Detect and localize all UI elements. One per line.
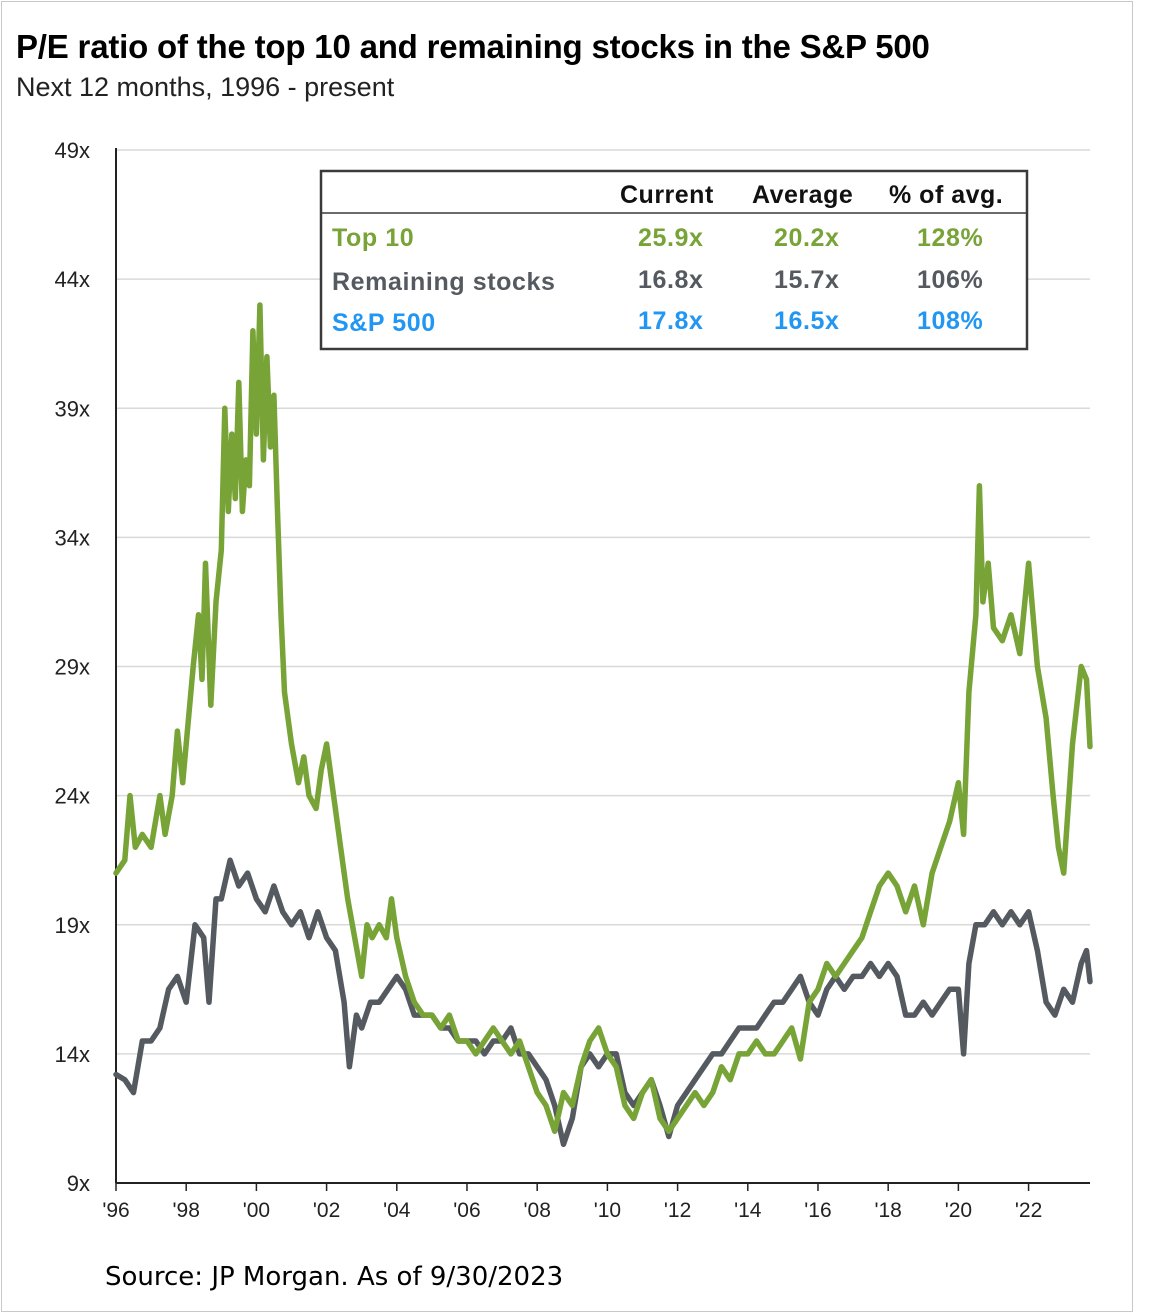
summary-table-border xyxy=(319,169,1029,351)
y-tick-label: 14x xyxy=(55,1042,90,1067)
series-line-top-10 xyxy=(113,302,1093,1135)
x-tick-label: '96 xyxy=(102,1199,129,1222)
x-tick-label: '14 xyxy=(734,1199,762,1222)
x-tick-label: '16 xyxy=(804,1199,831,1222)
x-tick-label: '18 xyxy=(874,1199,901,1222)
table-cell-average: 20.2x xyxy=(774,224,840,252)
axes xyxy=(115,148,1090,1191)
chart-title: P/E ratio of the top 10 and remaining st… xyxy=(16,28,930,65)
x-tick-label: '00 xyxy=(243,1199,270,1222)
y-tick-label: 19x xyxy=(55,913,90,938)
table-row-label: S&P 500 xyxy=(332,309,436,337)
chart-frame xyxy=(1,1,1133,1312)
summary-table: Current Average % of avg. Top 10 25.9x 2… xyxy=(319,169,1029,351)
table-cell-pct-of-avg: 108% xyxy=(917,307,983,335)
x-tick-label: '04 xyxy=(383,1199,411,1222)
table-row-label: Remaining stocks xyxy=(332,268,556,296)
table-cell-average: 16.5x xyxy=(774,307,840,335)
table-cell-current: 17.8x xyxy=(638,307,704,335)
y-tick-label: 9x xyxy=(67,1171,90,1196)
chart-subtitle: Next 12 months, 1996 - present xyxy=(16,72,395,102)
table-row-label: Top 10 xyxy=(332,224,414,252)
x-tick-label: '08 xyxy=(524,1199,551,1222)
x-tick-label: '02 xyxy=(313,1199,340,1222)
table-cell-current: 16.8x xyxy=(638,266,704,294)
source-note: Source: JP Morgan. As of 9/30/2023 xyxy=(105,1262,564,1292)
y-tick-label: 29x xyxy=(55,655,90,680)
x-tick-label: '10 xyxy=(594,1199,621,1222)
table-header-pct-of-avg: % of avg. xyxy=(889,181,1003,209)
y-tick-label: 39x xyxy=(55,396,90,421)
table-header-current: Current xyxy=(620,181,714,209)
y-tick-label: 24x xyxy=(55,784,90,809)
x-tick-label: '98 xyxy=(173,1199,200,1222)
table-cell-current: 25.9x xyxy=(638,224,704,252)
x-tick-label: '12 xyxy=(664,1199,691,1222)
y-tick-label: 49x xyxy=(55,138,90,163)
x-tick-label: '06 xyxy=(453,1199,480,1222)
x-tick-label: '22 xyxy=(1015,1199,1042,1222)
x-axis-tick-labels: '96 '98 '00 '02 '04 '06 '08 '10 '12 '14 '16 '18 '20 '… xyxy=(102,1199,1042,1222)
data-series xyxy=(113,302,1093,1148)
table-cell-pct-of-avg: 128% xyxy=(917,224,983,252)
y-tick-label: 44x xyxy=(55,267,90,292)
y-axis-tick-labels: 9x 14x 19x 24x 29x 34x 39x 44x 49x xyxy=(55,138,90,1196)
table-header-average: Average xyxy=(752,181,853,209)
series-line-remaining-stocks xyxy=(113,857,1093,1148)
table-cell-pct-of-avg: 106% xyxy=(917,266,983,294)
x-tick-label: '20 xyxy=(945,1199,972,1222)
y-tick-label: 34x xyxy=(55,525,90,550)
table-cell-average: 15.7x xyxy=(774,266,840,294)
